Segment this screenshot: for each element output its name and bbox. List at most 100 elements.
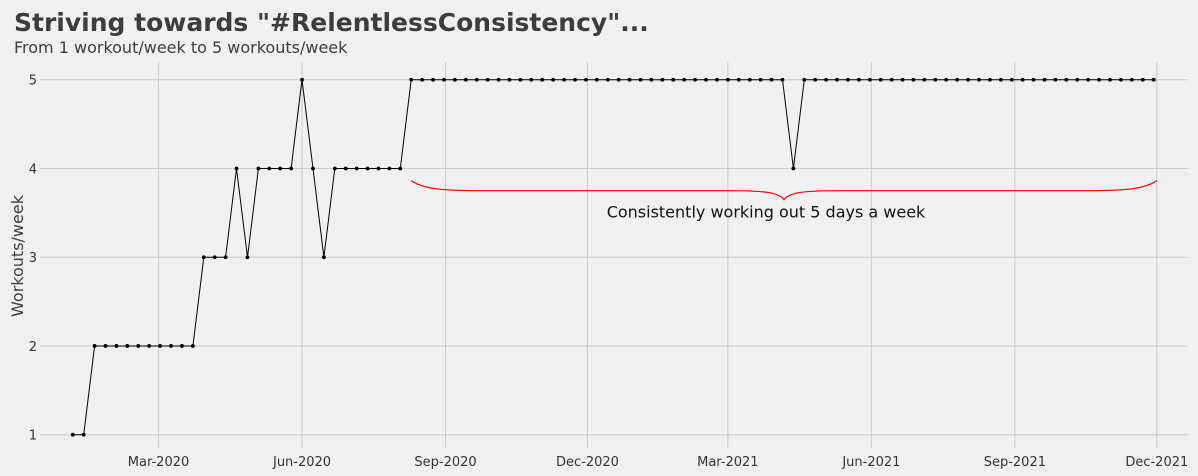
data-point: [463, 77, 468, 82]
data-point: [736, 77, 741, 82]
data-point: [256, 166, 261, 171]
data-point: [605, 77, 610, 82]
data-point: [507, 77, 512, 82]
data-point: [278, 166, 283, 171]
data-point: [900, 77, 905, 82]
data-point: [573, 77, 577, 82]
data-point: [234, 166, 239, 171]
data-point: [584, 77, 588, 82]
data-point: [311, 166, 315, 171]
data-point: [125, 344, 130, 348]
y-tick-label: 3: [29, 251, 37, 266]
data-point: [1086, 77, 1091, 82]
data-point: [562, 77, 566, 82]
data-point: [136, 344, 141, 348]
data-point: [442, 77, 446, 82]
data-point: [627, 77, 632, 82]
data-point: [496, 77, 501, 82]
data-point: [878, 77, 883, 82]
data-point: [387, 166, 392, 171]
x-tick-label: Dec-2020: [556, 455, 619, 470]
data-point: [201, 255, 206, 260]
data-point: [769, 77, 774, 82]
data-point: [1031, 77, 1036, 82]
data-point: [1075, 77, 1080, 82]
y-tick-label: 4: [29, 162, 37, 177]
data-point: [1042, 77, 1047, 82]
data-point: [780, 77, 785, 82]
data-point: [758, 77, 763, 82]
data-point: [1020, 77, 1025, 82]
data-point: [147, 344, 152, 348]
data-point: [835, 77, 839, 82]
data-point: [671, 77, 676, 82]
data-point: [998, 77, 1003, 82]
data-point: [1151, 77, 1156, 82]
data-point: [1108, 77, 1112, 82]
data-point: [267, 166, 272, 171]
x-tick-label: Sep-2020: [414, 455, 476, 470]
data-point: [704, 77, 708, 82]
data-point: [1053, 77, 1058, 82]
data-point: [682, 77, 687, 82]
data-point: [813, 77, 818, 82]
data-point: [81, 432, 86, 437]
data-point: [223, 255, 228, 260]
y-axis-label: Workouts/week: [8, 194, 27, 317]
data-point: [856, 77, 861, 82]
data-point: [977, 77, 981, 82]
series-line: [72, 79, 1154, 436]
data-point: [802, 77, 807, 82]
data-point: [376, 166, 381, 171]
x-tick-label: Dec-2021: [1125, 455, 1188, 470]
data-point: [190, 344, 195, 348]
x-tick-label: Sep-2021: [984, 455, 1046, 470]
data-point: [453, 77, 457, 82]
data-point: [988, 77, 992, 82]
data-point: [715, 77, 719, 82]
data-point: [529, 77, 534, 82]
data-point: [824, 77, 829, 82]
data-point: [420, 77, 425, 82]
data-point: [747, 77, 752, 82]
x-tick-label: Jun-2021: [841, 455, 900, 470]
data-point: [1140, 77, 1145, 82]
x-tick-label: Jun-2020: [272, 455, 331, 470]
data-point: [867, 77, 872, 82]
y-tick-label: 1: [29, 429, 37, 444]
data-point: [933, 77, 938, 82]
y-tick-label: 2: [29, 340, 37, 355]
data-point: [540, 77, 545, 82]
data-point: [354, 166, 359, 171]
data-point: [889, 77, 894, 82]
data-point: [911, 77, 916, 82]
data-point: [1119, 77, 1123, 82]
data-point: [431, 77, 435, 82]
data-point: [638, 77, 643, 82]
data-point: [343, 166, 348, 171]
data-point: [409, 77, 414, 82]
data-point: [1129, 77, 1134, 82]
data-point: [321, 255, 326, 260]
chart-title: Striving towards "#RelentlessConsistency…: [14, 8, 649, 37]
data-point: [616, 77, 621, 82]
data-point: [693, 77, 698, 82]
data-point: [551, 77, 556, 82]
data-point: [1009, 77, 1014, 82]
x-tick-label: Mar-2020: [128, 455, 189, 470]
data-point: [103, 344, 108, 348]
data-point: [169, 344, 173, 348]
data-point: [846, 77, 850, 82]
data-point: [245, 255, 250, 260]
data-point: [180, 344, 184, 348]
data-point: [212, 255, 217, 260]
data-point: [365, 166, 370, 171]
x-tick-label: Mar-2021: [697, 455, 758, 470]
data-point: [300, 77, 304, 82]
data-point: [70, 432, 75, 437]
data-point: [518, 77, 523, 82]
data-point: [955, 77, 960, 82]
data-point: [1064, 77, 1069, 82]
